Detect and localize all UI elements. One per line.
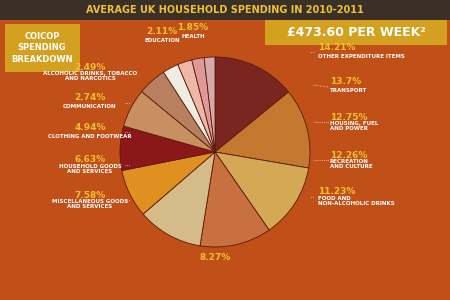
Wedge shape	[192, 58, 215, 152]
Wedge shape	[124, 92, 215, 152]
Text: TRANSPORT: TRANSPORT	[330, 88, 367, 94]
Wedge shape	[204, 57, 215, 152]
Wedge shape	[120, 126, 215, 170]
Text: 2.11%: 2.11%	[146, 28, 178, 37]
Text: FOOD AND
NON-ALCOHOLIC DRINKS: FOOD AND NON-ALCOHOLIC DRINKS	[318, 196, 395, 206]
Wedge shape	[122, 152, 215, 214]
Text: HOUSING, FUEL
AND POWER: HOUSING, FUEL AND POWER	[330, 121, 378, 131]
Text: 8.27%: 8.27%	[199, 254, 230, 262]
Text: COMMUNICATION: COMMUNICATION	[63, 104, 117, 110]
Text: 2.74%: 2.74%	[74, 94, 106, 103]
Wedge shape	[142, 72, 215, 152]
Text: ALCOHOLIC DRINKS, TOBACCO
AND NARCOTICS: ALCOHOLIC DRINKS, TOBACCO AND NARCOTICS	[43, 70, 137, 81]
Text: COICOP
SPENDING
BREAKDOWN: COICOP SPENDING BREAKDOWN	[11, 32, 73, 64]
Text: CLOTHING AND FOOTWEAR: CLOTHING AND FOOTWEAR	[48, 134, 132, 139]
Text: RECREATION
AND CULTURE: RECREATION AND CULTURE	[330, 159, 373, 170]
Text: £473.60 PER WEEK²: £473.60 PER WEEK²	[287, 26, 425, 40]
Text: AVERAGE UK HOUSEHOLD SPENDING IN 2010-2011: AVERAGE UK HOUSEHOLD SPENDING IN 2010-20…	[86, 5, 364, 15]
Text: 11.23%: 11.23%	[318, 188, 356, 196]
Text: 12.26%: 12.26%	[330, 151, 367, 160]
Text: 13.7%: 13.7%	[330, 77, 361, 86]
Wedge shape	[143, 152, 215, 246]
Wedge shape	[215, 152, 309, 230]
Text: 7.58%: 7.58%	[74, 190, 106, 200]
Wedge shape	[200, 152, 269, 247]
Text: 2.49%: 2.49%	[74, 62, 106, 71]
Text: OTHER EXPENDITURE ITEMS: OTHER EXPENDITURE ITEMS	[318, 53, 405, 58]
Wedge shape	[215, 92, 310, 168]
Text: 12.75%: 12.75%	[330, 112, 368, 122]
Text: 1.85%: 1.85%	[177, 23, 208, 32]
Text: HOUSEHOLD GOODS
AND SERVICES: HOUSEHOLD GOODS AND SERVICES	[58, 164, 122, 174]
Wedge shape	[178, 60, 215, 152]
Text: EDUCATION: EDUCATION	[144, 38, 180, 43]
Text: 6.63%: 6.63%	[74, 155, 106, 164]
FancyBboxPatch shape	[265, 20, 447, 45]
FancyBboxPatch shape	[5, 24, 80, 72]
Wedge shape	[215, 57, 288, 152]
Text: 4.94%: 4.94%	[74, 122, 106, 131]
Text: MISCELLANEOUS GOODS
AND SERVICES: MISCELLANEOUS GOODS AND SERVICES	[52, 199, 128, 209]
Wedge shape	[163, 64, 215, 152]
Text: 14.21%: 14.21%	[318, 43, 356, 52]
FancyBboxPatch shape	[0, 0, 450, 20]
Text: HEALTH: HEALTH	[181, 34, 205, 40]
